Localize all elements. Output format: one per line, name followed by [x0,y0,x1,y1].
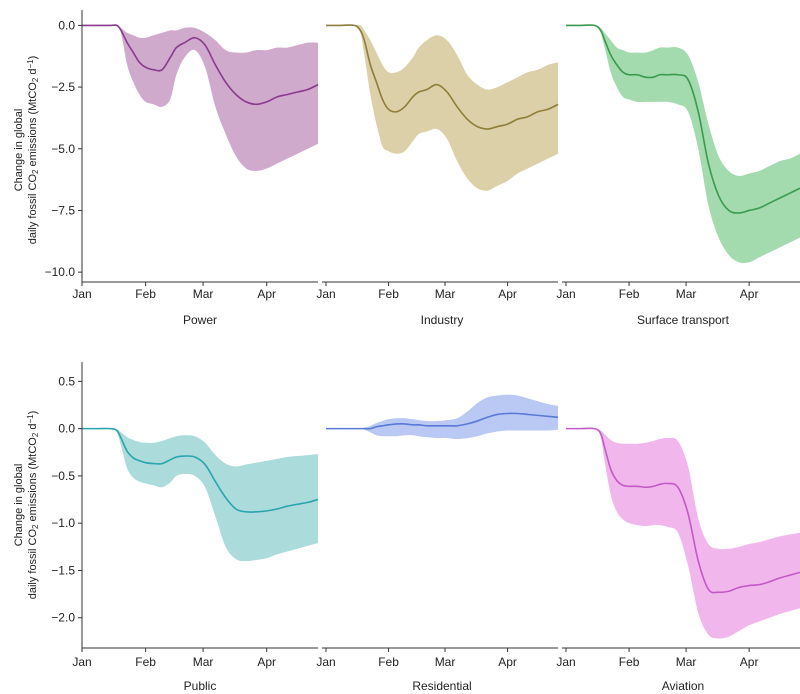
panel-title: Surface transport [637,313,730,327]
chart-aviation: Jan Feb Mar Apr Aviation [556,427,800,693]
x-tick-label: Apr [498,655,517,669]
uncertainty-band [566,428,800,639]
y-tick-label: −2.5 [51,80,75,94]
mean-line [81,427,319,513]
x-tick-label: Mar [676,655,697,669]
x-tick-label: Feb [619,287,640,301]
x-tick-label: Mar [435,655,456,669]
mean-line [565,427,800,594]
panel-title: Aviation [662,679,704,693]
y-axis-label-line-2: daily fossil CO2 emissions (MtCO2 d−1) [26,56,40,245]
x-tick-label: Mar [193,655,214,669]
y-tick-label: −5.0 [51,142,75,156]
x-tick-label: Apr [740,287,759,301]
uncertainty-band [326,24,558,191]
x-tick-label: Jan [72,655,91,669]
y-axis-label-line-1: Change in global [13,109,25,192]
x-tick-label: Mar [676,287,697,301]
uncertainty-band [566,24,800,264]
x-tick-label: Jan [556,655,575,669]
x-tick-label: Feb [378,287,399,301]
uncertainty-band [326,394,558,440]
y-tick-label: 0.0 [58,18,75,32]
panel-title: Residential [412,679,471,693]
panel-title: Industry [421,313,464,327]
chart-public: Jan Feb Mar Apr Public 0.5 0.0 −0.5 −1.0 −1.5 −2.0 [51,362,319,693]
uncertainty-band [82,428,318,562]
mean-line [325,412,559,430]
x-tick-label: Jan [556,287,575,301]
y-tick-label: −0.5 [51,469,75,483]
chart-power: Jan Feb Mar Apr Power 0.0 −2.5 −5.0 −7.5 −10.0 [45,10,319,327]
x-tick-label: Apr [740,655,759,669]
panel-title: Power [183,313,217,327]
x-tick-label: Apr [257,655,276,669]
x-tick-label: Apr [498,287,517,301]
x-tick-label: Apr [257,287,276,301]
x-tick-label: Jan [72,287,91,301]
x-tick-label: Feb [135,655,156,669]
uncertainty-band [82,24,318,171]
mean-line [566,24,800,214]
y-tick-label: −10.0 [45,265,76,279]
x-tick-label: Mar [193,287,214,301]
chart-residential: Jan Feb Mar Apr Residential [316,394,559,693]
x-tick-label: Mar [435,287,456,301]
mean-line [326,24,559,130]
y-tick-label: −2.0 [51,611,75,625]
chart-surface-transport: Jan Feb Mar Apr Surface transport [556,24,800,327]
x-tick-label: Feb [619,655,640,669]
y-tick-label: −1.0 [51,516,75,530]
y-axis-label-line-2: daily fossil CO2 emissions (MtCO2 d−1) [26,411,40,600]
mean-line [82,24,319,106]
y-tick-label: 0.0 [58,422,75,436]
x-tick-label: Jan [316,655,335,669]
y-axis-label-line-1: Change in global [13,464,25,547]
y-tick-label: −7.5 [51,203,75,217]
y-tick-label: −1.5 [51,563,75,577]
y-tick-label: 0.5 [58,374,75,388]
x-tick-label: Feb [378,655,399,669]
chart-industry: Jan Feb Mar Apr Industry [316,24,559,327]
panel-title: Public [184,679,217,693]
x-tick-label: Feb [135,287,156,301]
x-tick-label: Jan [316,287,335,301]
